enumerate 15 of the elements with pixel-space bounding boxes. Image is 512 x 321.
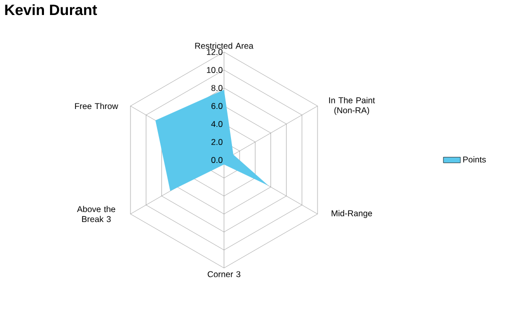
spoke-label: Free Throw (75, 102, 118, 110)
y-tick-label: 10.0 (206, 67, 222, 73)
y-tick-label: 8.0 (211, 85, 222, 91)
spoke-label: Restricted Area (195, 42, 254, 49)
spoke-label: Mid-Range (332, 210, 372, 218)
chart-title: Kevin Durant (5, 4, 98, 16)
y-tick-label: 12.0 (206, 49, 222, 55)
y-tick-label: 0.0 (211, 157, 222, 163)
spoke-label: In The Paint (Non-RA) (329, 97, 375, 115)
y-tick-label: 2.0 (211, 139, 222, 145)
y-tick-label: 6.0 (211, 103, 222, 109)
y-tick-label: 4.0 (211, 121, 222, 127)
spoke-label: Corner 3 (208, 271, 240, 278)
spoke-label: Above the Break 3 (77, 206, 116, 222)
legend-label: Points (463, 156, 486, 163)
